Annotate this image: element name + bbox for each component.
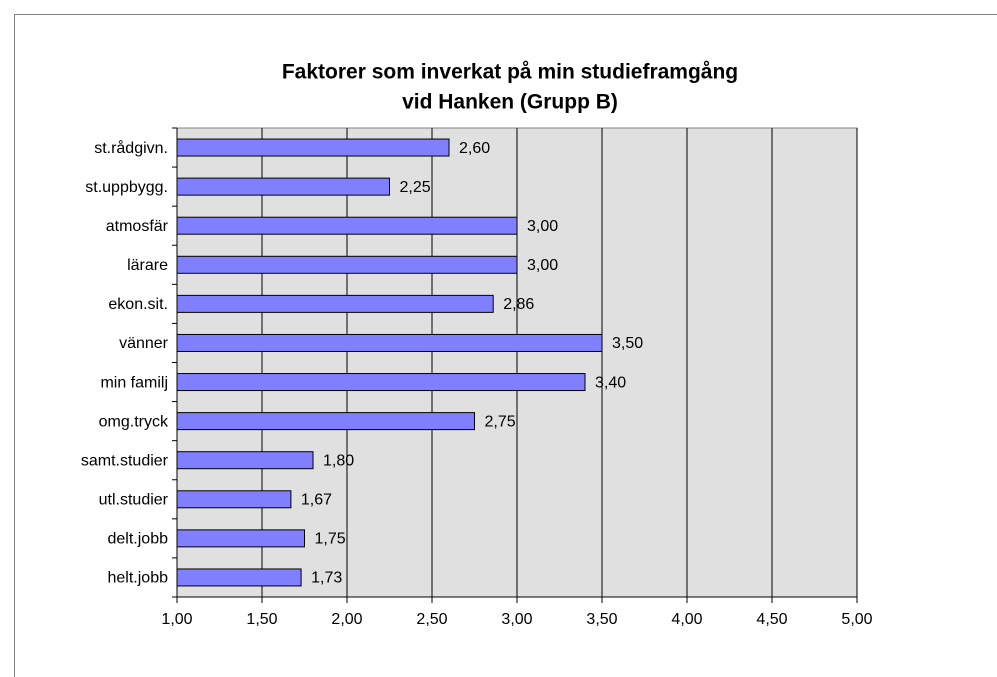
y-tick-label: delt.jobb xyxy=(108,531,169,548)
chart-title: Faktorer som inverkat på min studieframg… xyxy=(282,61,738,84)
value-label: 2,86 xyxy=(503,296,534,313)
bar xyxy=(176,333,603,352)
value-label: 3,00 xyxy=(527,218,558,235)
chart-title: vid Hanken (Grupp B) xyxy=(402,91,618,114)
x-tick-label: 2,00 xyxy=(331,611,362,628)
y-tick-label: samt.studier xyxy=(81,452,169,469)
y-tick-label: vänner xyxy=(119,335,169,352)
x-tick-label: 4,50 xyxy=(756,611,787,628)
value-label: 1,80 xyxy=(323,452,354,469)
y-tick-label: helt.jobb xyxy=(108,570,169,587)
bar xyxy=(176,451,314,470)
y-tick-label: utl.studier xyxy=(99,492,169,509)
x-tick-label: 5,00 xyxy=(841,611,872,628)
value-label: 2,60 xyxy=(459,140,490,157)
x-tick-label: 3,50 xyxy=(586,611,617,628)
x-tick-label: 3,00 xyxy=(501,611,532,628)
value-label: 3,40 xyxy=(595,374,626,391)
bar xyxy=(176,412,475,431)
y-tick-label: ekon.sit. xyxy=(108,296,168,313)
x-tick-label: 1,50 xyxy=(246,611,277,628)
x-tick-label: 1,00 xyxy=(161,611,192,628)
value-label: 1,67 xyxy=(301,492,332,509)
bar xyxy=(176,373,586,392)
bar xyxy=(176,255,518,274)
bar xyxy=(176,294,494,313)
value-label: 3,50 xyxy=(612,335,643,352)
value-label: 2,75 xyxy=(485,413,516,430)
y-tick-label: st.uppbygg. xyxy=(85,179,168,196)
bar xyxy=(176,177,390,196)
value-label: 1,75 xyxy=(315,531,346,548)
y-tick-label: st.rådgivn. xyxy=(94,139,168,157)
x-tick-label: 4,00 xyxy=(671,611,702,628)
bar xyxy=(176,490,292,509)
value-label: 1,73 xyxy=(311,570,342,587)
bar xyxy=(176,216,518,235)
y-tick-label: min familj xyxy=(100,374,168,391)
y-tick-label: lärare xyxy=(127,257,168,274)
y-tick-label: atmosfär xyxy=(106,218,169,235)
bar xyxy=(176,138,450,157)
y-tick-label: omg.tryck xyxy=(99,413,169,430)
bar xyxy=(176,529,305,548)
x-tick-label: 2,50 xyxy=(416,611,447,628)
value-label: 3,00 xyxy=(527,257,558,274)
value-label: 2,25 xyxy=(400,179,431,196)
bar xyxy=(176,568,302,587)
